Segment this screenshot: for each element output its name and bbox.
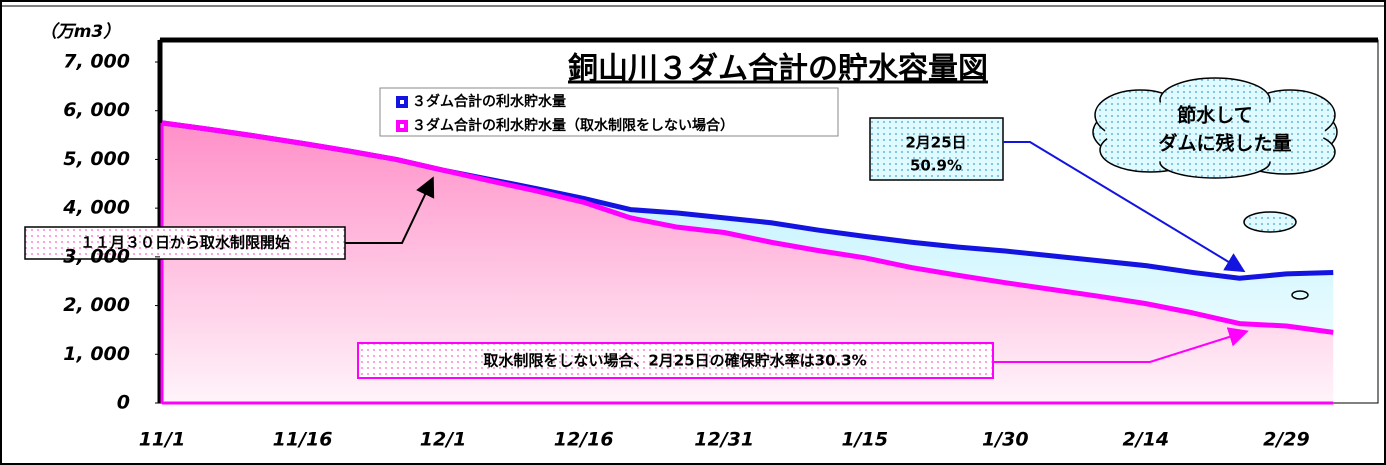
cloud-text: 節水して: [1177, 104, 1252, 127]
y-tick-label: 2, 000: [63, 294, 130, 316]
x-tick-label: 2/14: [1123, 429, 1170, 451]
callout-text: 取水制限をしない場合、2月25日の確保貯水率は30.3%: [483, 352, 866, 370]
x-tick-label: 2/29: [1263, 429, 1310, 451]
x-tick-label: 12/31: [694, 429, 754, 451]
x-tick-label: 11/16: [273, 429, 333, 451]
legend-swatch-inner: [400, 100, 404, 104]
y-axis-label: （万m3）: [40, 22, 121, 42]
callout-text: 50.9%: [910, 157, 962, 175]
y-tick-label: 5, 000: [63, 148, 130, 170]
cloud-bubble: [1244, 212, 1296, 232]
y-tick-label: 1, 000: [63, 343, 130, 365]
x-tick-label: 11/1: [139, 429, 186, 451]
page: {"chart_data": {"type": "area-line", "ti…: [0, 0, 1386, 465]
y-tick-label: 7, 000: [63, 51, 130, 73]
x-tick-label: 1/30: [982, 429, 1029, 451]
x-tick-label: 12/1: [420, 429, 467, 451]
y-tick-label: 3, 000: [63, 245, 130, 267]
legend-swatch-inner: [400, 124, 404, 128]
y-tick-label: 6, 000: [63, 99, 130, 121]
chart: （万m3） 銅山川３ダム合計の貯水容量図 １１月３０日から取水制限開始 2月25…: [0, 0, 1386, 465]
x-tick-label: 12/16: [554, 429, 614, 451]
cloud-text: ダムに残した量: [1158, 132, 1291, 155]
y-tick-label: 4, 000: [62, 197, 130, 219]
legend-label: ３ダム合計の利水貯水量: [412, 93, 566, 110]
callout-text: 2月25日: [905, 134, 966, 152]
cloud-bubble: [1292, 291, 1308, 299]
chart-title: 銅山川３ダム合計の貯水容量図: [568, 52, 988, 87]
y-tick-label: 0: [117, 392, 130, 414]
x-tick-label: 1/15: [841, 429, 888, 451]
legend-label: ３ダム合計の利水貯水量（取水制限をしない場合）: [412, 117, 734, 134]
